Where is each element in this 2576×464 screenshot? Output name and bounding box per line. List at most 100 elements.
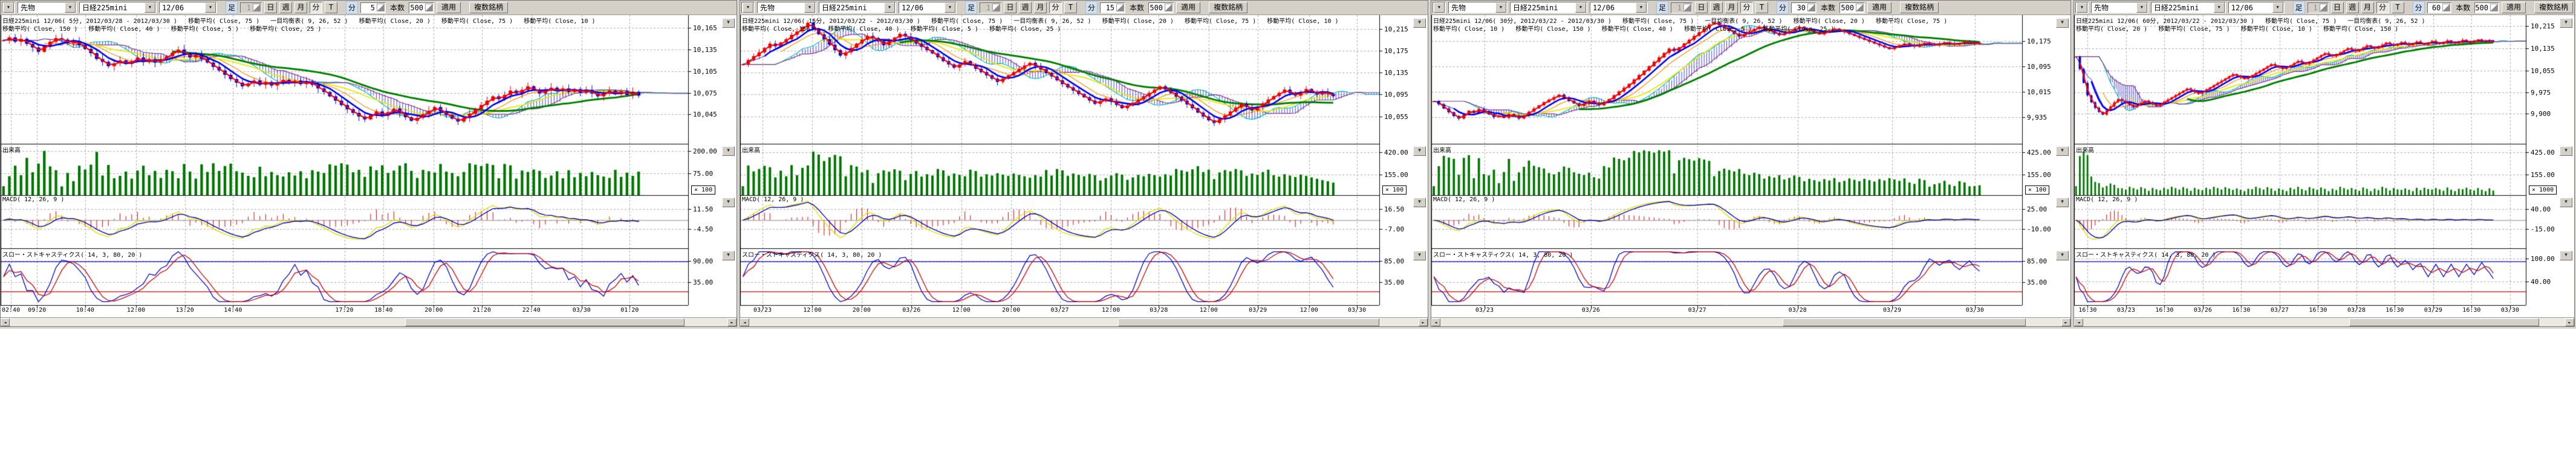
period-month-button[interactable]: 月	[1034, 2, 1047, 13]
chevron-down-icon[interactable]: ▼	[2214, 2, 2225, 13]
chevron-down-icon[interactable]: ▼	[145, 2, 155, 13]
scrollbar-left-arrow[interactable]: ◄	[1431, 318, 1440, 326]
chevron-down-icon[interactable]: ▼	[743, 2, 753, 13]
period-day-button[interactable]: 日	[264, 2, 277, 13]
pane-settings-dropdown[interactable]: ▼	[1413, 18, 1426, 28]
category-select[interactable]: 先物 ▼	[18, 2, 77, 13]
multi-symbol-button[interactable]: 複数銘柄	[1900, 2, 1939, 13]
bar-count-spinner[interactable]: 500	[1148, 2, 1174, 13]
chevron-down-icon[interactable]: ▼	[1434, 2, 1445, 13]
spinner-icon[interactable]	[1807, 4, 1815, 11]
chevron-down-icon[interactable]: ▼	[2136, 2, 2147, 13]
bar-interval-spinner[interactable]: 1	[2308, 2, 2329, 13]
window-menu-dropdown[interactable]: ▼	[2, 2, 15, 13]
horizontal-scrollbar[interactable]: ◄ ►	[1431, 317, 2070, 327]
period-tick-button[interactable]: T	[1064, 2, 1077, 13]
pane-settings-dropdown[interactable]: ▼	[2560, 146, 2572, 156]
period-month-button[interactable]: 月	[1725, 2, 1738, 13]
period-week-button[interactable]: 週	[2346, 2, 2359, 13]
chevron-down-icon[interactable]: ▼	[1495, 2, 1506, 13]
apply-button[interactable]: 適用	[1867, 2, 1891, 13]
scrollbar-thumb[interactable]	[1118, 318, 1379, 326]
window-menu-dropdown[interactable]: ▼	[2075, 2, 2089, 13]
minute-spinner[interactable]: 30	[1791, 2, 1817, 13]
period-tick-button[interactable]: T	[1755, 2, 1768, 13]
period-minute-button[interactable]: 分	[1740, 2, 1753, 13]
spinner-icon[interactable]	[1683, 4, 1691, 11]
pane-settings-dropdown[interactable]: ▼	[722, 146, 735, 156]
multi-symbol-button[interactable]: 複数銘柄	[2534, 2, 2573, 13]
spinner-icon[interactable]	[2490, 4, 2498, 11]
spinner-icon[interactable]	[992, 4, 1000, 11]
apply-button[interactable]: 適用	[2502, 2, 2526, 13]
pane-settings-dropdown[interactable]: ▼	[722, 198, 735, 207]
pane-settings-dropdown[interactable]: ▼	[2056, 198, 2069, 207]
period-week-button[interactable]: 週	[1019, 2, 1032, 13]
pane-settings-dropdown[interactable]: ▼	[2560, 251, 2572, 260]
bar-interval-spinner[interactable]: 1	[1671, 2, 1693, 13]
scrollbar-thumb[interactable]	[405, 318, 685, 326]
pane-settings-dropdown[interactable]: ▼	[2560, 198, 2572, 207]
scrollbar-left-arrow[interactable]: ◄	[740, 318, 749, 326]
contract-month-select[interactable]: 12/06 ▼	[2228, 2, 2285, 13]
pane-settings-dropdown[interactable]: ▼	[2056, 18, 2069, 28]
period-day-button[interactable]: 日	[2331, 2, 2344, 13]
chart-canvas[interactable]	[1, 15, 737, 317]
chevron-down-icon[interactable]: ▼	[945, 2, 955, 13]
contract-month-select[interactable]: 12/06 ▼	[899, 2, 957, 13]
pane-settings-dropdown[interactable]: ▼	[722, 251, 735, 260]
pane-settings-dropdown[interactable]: ▼	[1413, 251, 1426, 260]
bar-count-spinner[interactable]: 500	[409, 2, 434, 13]
bar-interval-spinner[interactable]: 1	[980, 2, 1001, 13]
apply-button[interactable]: 適用	[437, 2, 461, 13]
minute-spinner[interactable]: 60	[2427, 2, 2452, 13]
symbol-select[interactable]: 日経225mini ▼	[819, 2, 896, 13]
symbol-select[interactable]: 日経225mini ▼	[1510, 2, 1587, 13]
period-day-button[interactable]: 日	[1695, 2, 1708, 13]
period-minute-button[interactable]: 分	[1049, 2, 1062, 13]
scrollbar-left-arrow[interactable]: ◄	[1, 318, 10, 326]
spinner-icon[interactable]	[377, 4, 385, 11]
scrollbar-right-arrow[interactable]: ►	[2565, 318, 2574, 326]
chevron-down-icon[interactable]: ▼	[65, 2, 76, 13]
bar-count-spinner[interactable]: 500	[1839, 2, 1865, 13]
chevron-down-icon[interactable]: ▼	[884, 2, 895, 13]
pane-settings-dropdown[interactable]: ▼	[1413, 146, 1426, 156]
category-select[interactable]: 先物 ▼	[1448, 2, 1508, 13]
bar-count-spinner[interactable]: 500	[2474, 2, 2499, 13]
window-menu-dropdown[interactable]: ▼	[741, 2, 755, 13]
period-minute-button[interactable]: 分	[2376, 2, 2389, 13]
spinner-icon[interactable]	[425, 4, 433, 11]
scrollbar-right-arrow[interactable]: ►	[1419, 318, 1428, 326]
chevron-down-icon[interactable]: ▼	[2077, 2, 2087, 13]
bar-interval-spinner[interactable]: 1	[240, 2, 262, 13]
symbol-select[interactable]: 日経225mini ▼	[2151, 2, 2226, 13]
period-minute-button[interactable]: 分	[310, 2, 322, 13]
pane-settings-dropdown[interactable]: ▼	[2560, 18, 2572, 28]
pane-settings-dropdown[interactable]: ▼	[2056, 251, 2069, 260]
pane-settings-dropdown[interactable]: ▼	[722, 18, 735, 28]
period-day-button[interactable]: 日	[1004, 2, 1016, 13]
pane-settings-dropdown[interactable]: ▼	[2056, 146, 2069, 156]
spinner-icon[interactable]	[2442, 4, 2450, 11]
chart-canvas[interactable]	[2074, 15, 2574, 317]
multi-symbol-button[interactable]: 複数銘柄	[469, 2, 508, 13]
contract-month-select[interactable]: 12/06 ▼	[1590, 2, 1648, 13]
scrollbar-thumb[interactable]	[2349, 318, 2539, 326]
scrollbar-right-arrow[interactable]: ►	[2061, 318, 2070, 326]
horizontal-scrollbar[interactable]: ◄ ►	[2074, 317, 2574, 327]
chart-canvas[interactable]	[740, 15, 1428, 317]
category-select[interactable]: 先物 ▼	[757, 2, 816, 13]
category-select[interactable]: 先物 ▼	[2091, 2, 2148, 13]
pane-settings-dropdown[interactable]: ▼	[1413, 198, 1426, 207]
spinner-icon[interactable]	[1116, 4, 1124, 11]
spinner-icon[interactable]	[253, 4, 261, 11]
minute-spinner[interactable]: 15	[1100, 2, 1125, 13]
spinner-icon[interactable]	[1165, 4, 1173, 11]
horizontal-scrollbar[interactable]: ◄ ►	[740, 317, 1428, 327]
period-week-button[interactable]: 週	[1710, 2, 1723, 13]
period-month-button[interactable]: 月	[294, 2, 307, 13]
apply-button[interactable]: 適用	[1176, 2, 1200, 13]
multi-symbol-button[interactable]: 複数銘柄	[1209, 2, 1247, 13]
minute-spinner[interactable]: 5	[360, 2, 386, 13]
